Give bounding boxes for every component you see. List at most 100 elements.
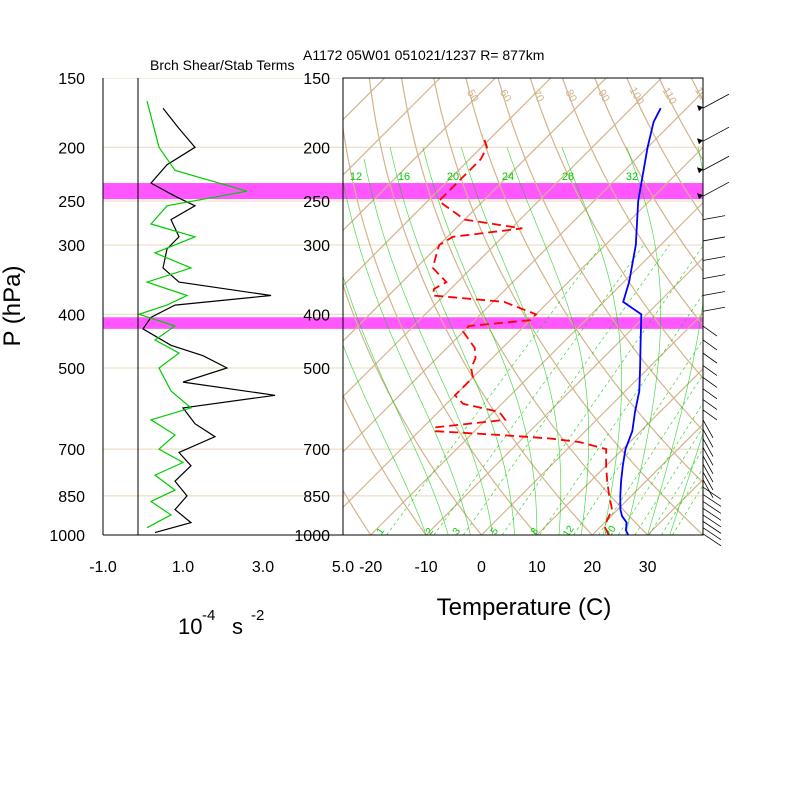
pressure-tick-label: 1000: [294, 528, 330, 545]
x-tick-label: 0: [477, 559, 486, 576]
theta-label: 110: [660, 85, 679, 106]
mixing-ratio-label-top: 28: [562, 171, 574, 183]
mixing-ratio-label-bottom: 2: [424, 526, 436, 537]
theta-label: 100: [627, 85, 647, 107]
unit-s: s: [232, 614, 243, 639]
moist-adiabat: [506, 147, 590, 535]
theta-label: 50: [464, 88, 481, 105]
dry-adiabat: [433, 78, 703, 535]
mixing-ratio-label-bottom: 20: [603, 523, 619, 539]
pressure-tick-label: 250: [58, 194, 85, 211]
mixing-ratio-label-bottom: 8: [529, 526, 541, 537]
theta-label: 130: [725, 85, 745, 107]
wind-barb: [702, 306, 726, 312]
wind-barb: [702, 419, 714, 439]
wind-barb: [702, 377, 718, 388]
moist-adiabat: [625, 147, 662, 535]
left-x-axis-unit: 10 -4 s -2: [178, 607, 264, 639]
pressure-tick-label: 500: [58, 361, 85, 378]
theta-label: 140: [758, 85, 778, 107]
isotherm: [343, 78, 441, 176]
mixing-ratio-line: [672, 484, 703, 535]
wind-barb: [702, 479, 714, 498]
x-tick-label: -20: [359, 559, 382, 576]
wind-barb: [702, 409, 718, 421]
isotherm: [591, 423, 703, 535]
dry-adiabat: [343, 489, 372, 535]
mixing-ratio-label-top: 12: [350, 171, 362, 183]
left-panel-series: [137, 100, 276, 534]
dry-adiabat: [690, 78, 703, 102]
wind-barb: [702, 486, 722, 500]
wind-barb: [702, 501, 722, 514]
wind-barb: [702, 181, 730, 197]
dry-adiabat: [343, 393, 427, 535]
wind-barb: [702, 236, 726, 242]
temperature-profile: [619, 107, 662, 535]
mixing-ratio-label-bottom: 12: [561, 523, 577, 539]
wind-barb-flag: [697, 138, 703, 145]
pressure-tick-label: 400: [58, 307, 85, 324]
wind-barb: [702, 463, 714, 483]
pressure-tick-label: 1000: [49, 528, 85, 545]
wind-barb: [702, 399, 718, 410]
pressure-tick-label: 300: [58, 238, 85, 255]
theta-label: 120: [692, 85, 712, 107]
isotherm: [343, 78, 496, 232]
mixing-ratio-line: [501, 245, 703, 535]
unit-base: 10: [178, 614, 202, 639]
dry-adiabat: [465, 78, 703, 484]
mixing-ratio-label-top: 32: [626, 171, 638, 183]
wind-barb: [702, 365, 718, 376]
wind-barb: [702, 274, 726, 280]
mixing-ratio-line: [661, 467, 703, 535]
pressure-tick-label: 400: [303, 307, 330, 324]
x-tick-label: 10: [528, 559, 546, 576]
isotherm: [343, 78, 552, 287]
wind-barb: [702, 388, 718, 400]
isotherm: [481, 312, 703, 535]
moist-adiabat: [343, 180, 471, 535]
isotherm: [343, 78, 607, 343]
pressure-tick-label: 150: [58, 71, 85, 88]
wind-barb: [702, 291, 726, 296]
isotherm: [370, 201, 703, 535]
dry-adiabat: [497, 78, 703, 432]
wind-barb: [702, 471, 714, 491]
moist-adiabat: [343, 274, 449, 535]
mixing-ratio-line: [433, 244, 644, 535]
wind-barb: [702, 352, 718, 364]
mixing-ratio-label-bottom: 3: [451, 526, 463, 537]
right-x-tick-labels: -20 -10 0 10 20 30: [359, 559, 656, 576]
wind-barb: [702, 514, 722, 528]
theta-label: 150: [790, 85, 800, 107]
wind-barb: [702, 494, 722, 507]
wind-barb: [702, 447, 714, 466]
pressure-tick-label: 700: [58, 442, 85, 459]
theta-label: 90: [595, 88, 612, 105]
left-x-tick-labels: -1.0 1.0 3.0 5.0: [89, 559, 354, 576]
right-pressure-labels: 150 200 250 300 400 500 700 850 1000: [294, 71, 330, 545]
wind-barb-flag: [697, 167, 703, 174]
dry-adiabat: [746, 61, 800, 546]
x-tick-label: -1.0: [89, 559, 117, 576]
right-panel-title: A1172 05W01 051021/1237 R= 877km: [303, 47, 544, 63]
moist-adiabat: [460, 147, 562, 535]
wind-barb: [702, 438, 714, 457]
x-tick-label: 3.0: [252, 559, 274, 576]
skew-t-series: [431, 107, 662, 535]
wind-barb: [702, 429, 714, 448]
wind-barb: [702, 155, 730, 171]
wind-barb: [702, 325, 718, 337]
mixing-ratio-line: [648, 448, 703, 535]
dry-adiabat: [561, 78, 703, 326]
dry-adiabat: [206, 61, 322, 546]
mixing-ratio-line: [462, 244, 670, 535]
unit-exp2: -2: [251, 607, 264, 624]
wind-barb: [702, 455, 714, 475]
x-tick-label: 5.0: [332, 559, 354, 576]
x-tick-label: 20: [583, 559, 601, 576]
pressure-tick-label: 500: [303, 361, 330, 378]
